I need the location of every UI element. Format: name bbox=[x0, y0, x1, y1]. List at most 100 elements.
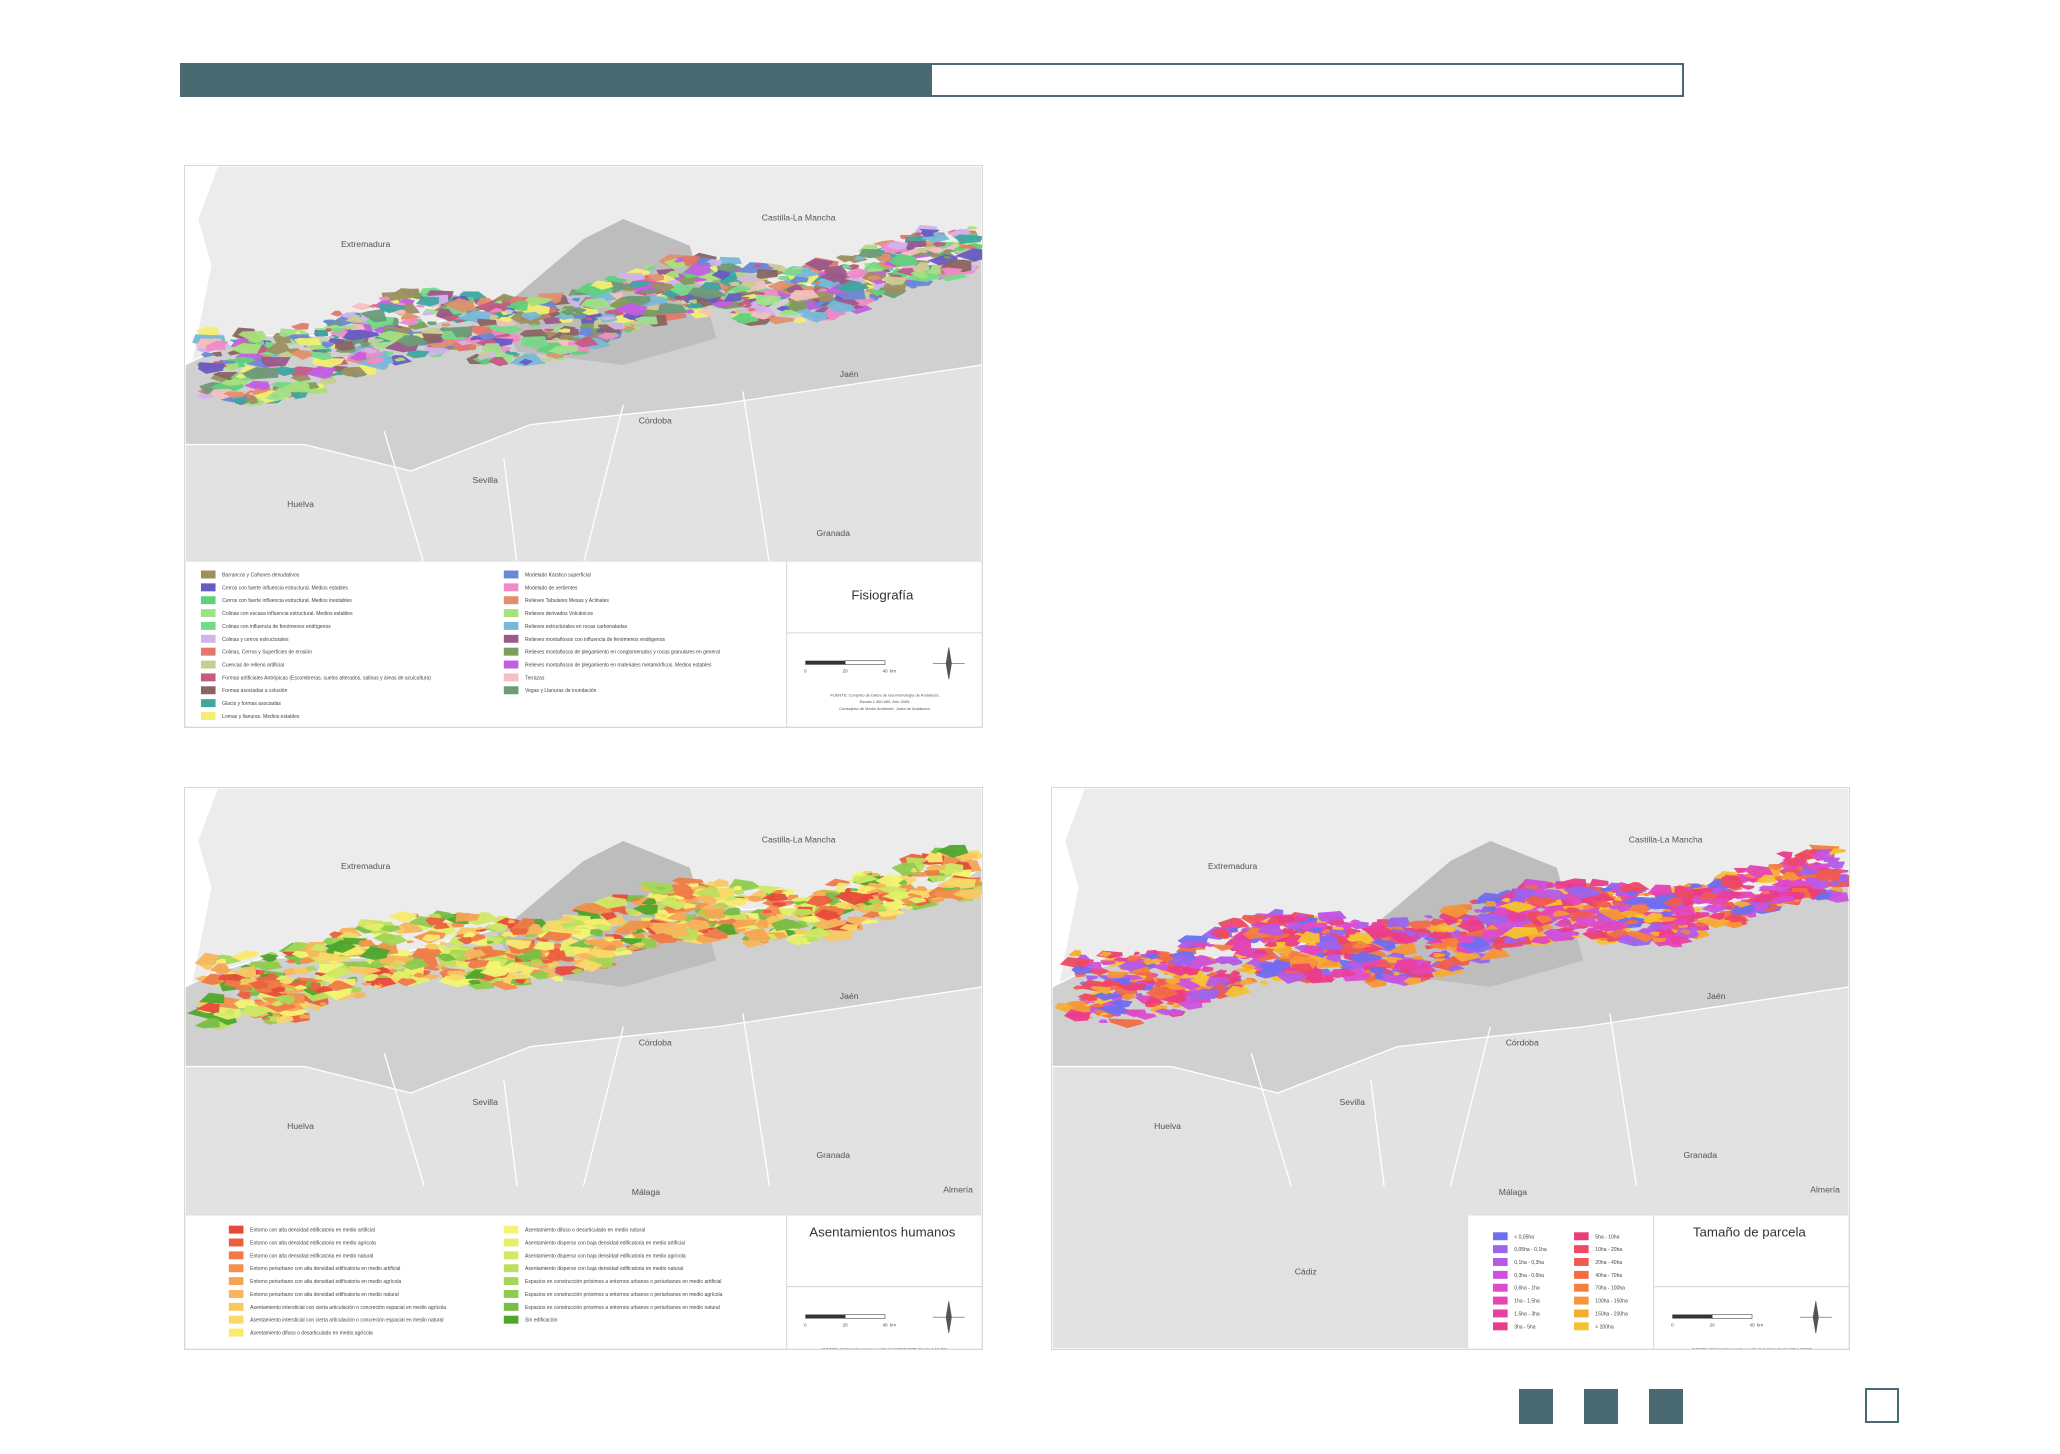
map-patch bbox=[270, 354, 282, 358]
map-patch bbox=[558, 334, 574, 340]
map-patch bbox=[477, 352, 491, 358]
map-patch bbox=[1200, 965, 1214, 973]
place-label: Almería bbox=[1810, 1185, 1840, 1195]
map-patch bbox=[570, 968, 584, 975]
map-patch bbox=[304, 365, 336, 379]
map-patch bbox=[1582, 929, 1608, 940]
map-patch bbox=[224, 1009, 235, 1016]
province-border bbox=[1609, 1013, 1638, 1186]
map-patch bbox=[737, 307, 752, 312]
map-patch bbox=[1258, 923, 1284, 936]
legend-swatch bbox=[503, 673, 519, 682]
map-patch bbox=[712, 878, 729, 887]
map-patch bbox=[1557, 926, 1575, 933]
province-border bbox=[383, 431, 425, 565]
legend-label: Cuencas de relleno artificial bbox=[222, 663, 284, 669]
map-patch bbox=[1361, 926, 1400, 940]
map-patch bbox=[814, 281, 822, 285]
map-patch bbox=[363, 923, 385, 932]
map-patch bbox=[1679, 928, 1691, 935]
map-patch bbox=[1661, 908, 1672, 912]
legend-swatch bbox=[503, 609, 519, 618]
map-patch bbox=[1086, 967, 1111, 976]
legend-swatch bbox=[200, 686, 216, 695]
map-patch bbox=[868, 899, 882, 905]
map-patch bbox=[1437, 925, 1456, 933]
legend-swatch bbox=[1493, 1296, 1508, 1305]
map-patch bbox=[1122, 1009, 1147, 1018]
map-patch bbox=[732, 282, 740, 287]
legend-swatch bbox=[503, 1302, 519, 1311]
map-patch bbox=[572, 315, 580, 320]
map-patch bbox=[1117, 960, 1145, 972]
map-patch bbox=[1299, 945, 1323, 956]
map-patch bbox=[249, 990, 261, 997]
map-patch bbox=[1744, 878, 1758, 883]
map-patch bbox=[552, 943, 562, 948]
map-patch bbox=[628, 280, 650, 288]
map-patch bbox=[836, 882, 851, 888]
map-patch bbox=[646, 274, 664, 282]
legend-panel bbox=[1467, 1214, 1849, 1349]
legend-swatch bbox=[503, 634, 519, 643]
map-patch bbox=[235, 984, 254, 992]
map-patch bbox=[748, 896, 765, 903]
map-patch bbox=[852, 875, 879, 884]
legend-panel bbox=[185, 1214, 982, 1349]
map-patch bbox=[347, 965, 382, 976]
map-patch bbox=[839, 924, 858, 932]
map-patch bbox=[726, 912, 748, 922]
map-patch bbox=[1689, 883, 1704, 889]
map-patch bbox=[740, 280, 756, 288]
legend-swatch bbox=[228, 1289, 244, 1298]
map-patch bbox=[1381, 975, 1424, 987]
map-panel: Extremadura Castilla-La Mancha Jaén Córdoba… bbox=[184, 165, 983, 728]
map-patch bbox=[1240, 963, 1256, 971]
map-patch bbox=[248, 980, 269, 990]
map-patch bbox=[954, 234, 982, 244]
map-patch bbox=[1183, 999, 1194, 1005]
map-patch bbox=[398, 317, 419, 326]
map-patch bbox=[333, 955, 353, 963]
map-patch bbox=[313, 329, 329, 337]
legend-swatch bbox=[503, 1251, 519, 1260]
map-patch bbox=[503, 309, 515, 314]
map-patch bbox=[378, 296, 392, 301]
map-patch bbox=[344, 314, 363, 323]
map-patch bbox=[674, 295, 688, 301]
map-patch bbox=[926, 874, 948, 883]
map-patch bbox=[768, 315, 794, 325]
source-note: Consejería de Medio Ambiente. Junta de A… bbox=[839, 706, 930, 711]
map-patch bbox=[874, 874, 906, 888]
map-patch bbox=[1515, 927, 1533, 934]
map-patch bbox=[455, 934, 464, 938]
map-patch bbox=[368, 303, 378, 308]
place-label: Granada bbox=[1683, 1150, 1717, 1160]
map-patch bbox=[722, 907, 741, 916]
map-patch bbox=[293, 984, 309, 990]
map-patch bbox=[1307, 927, 1323, 934]
legend-swatch bbox=[503, 570, 519, 579]
map-patch bbox=[328, 327, 345, 334]
map-patch bbox=[1351, 942, 1373, 949]
map-patch bbox=[932, 241, 947, 248]
map-patch bbox=[243, 396, 259, 405]
map-patch bbox=[291, 392, 308, 400]
map-patch bbox=[1325, 917, 1345, 926]
legend-label: 70ha - 100ha bbox=[1595, 1286, 1625, 1292]
map-patch bbox=[738, 262, 775, 274]
map-patch bbox=[1145, 986, 1179, 1000]
map-patch bbox=[684, 302, 704, 309]
map-patch bbox=[649, 282, 675, 292]
map-patch bbox=[789, 276, 809, 284]
map-patch bbox=[606, 322, 627, 330]
map-patch bbox=[729, 919, 757, 928]
map-patch bbox=[756, 926, 764, 930]
legend-label: Colinas con influencia de fenómenos endó… bbox=[222, 624, 331, 630]
map-patch bbox=[710, 301, 734, 309]
map-patch bbox=[1059, 956, 1095, 969]
map-patch bbox=[611, 946, 628, 953]
legend-swatch bbox=[1493, 1270, 1508, 1279]
legend-label: 20ha - 40ha bbox=[1595, 1260, 1622, 1266]
map-patch bbox=[260, 356, 291, 367]
